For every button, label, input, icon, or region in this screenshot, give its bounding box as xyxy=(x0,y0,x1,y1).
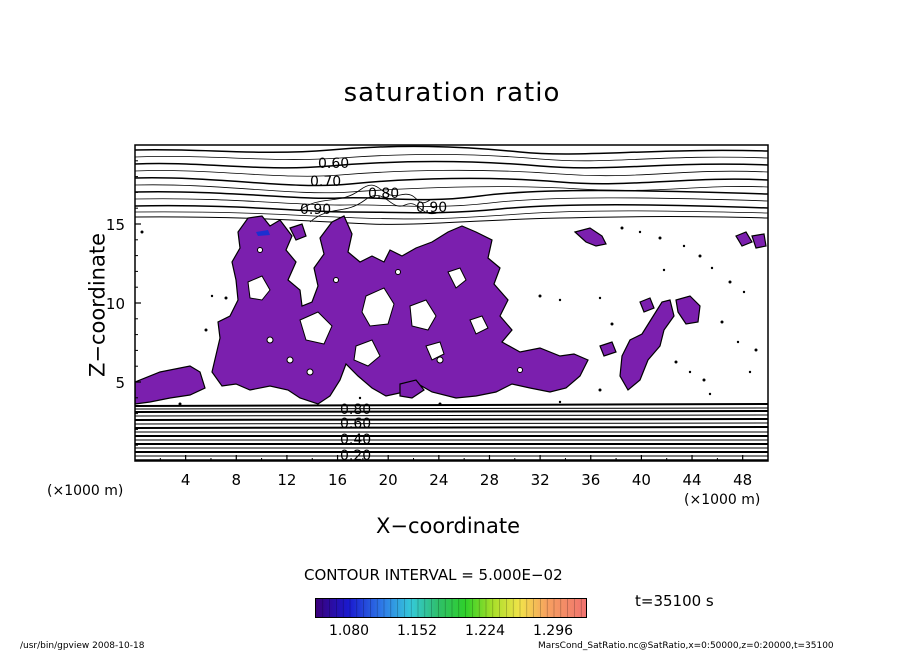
colorbar-tick-label: 1.080 xyxy=(328,623,370,639)
y-tick-label: 15 xyxy=(106,216,125,234)
colorbar-tick-label: 1.296 xyxy=(532,623,574,639)
x-tick-label: 40 xyxy=(632,471,651,489)
contour-value-label: 0.80 xyxy=(368,186,399,202)
contour-field: 0.600.700.800.900.900.800.600.400.20 xyxy=(135,145,768,464)
y-tick-label: 5 xyxy=(115,374,125,392)
contour-value-label: 0.20 xyxy=(340,448,371,464)
contour-value-label: 0.60 xyxy=(318,156,349,172)
contour-labels: 0.600.700.800.900.900.800.600.400.20 xyxy=(300,156,447,464)
footer-right: MarsCond_SatRatio.nc@SatRatio,x=0:50000,… xyxy=(538,641,834,651)
colorbar-tick-label: 1.152 xyxy=(396,623,438,639)
x-tick-label: 48 xyxy=(733,471,752,489)
x-tick-label: 20 xyxy=(379,471,398,489)
upper-contour-lines xyxy=(135,145,768,225)
contour-value-label: 0.60 xyxy=(340,416,371,432)
blue-streak xyxy=(256,230,270,236)
contour-value-label: 0.90 xyxy=(300,202,331,218)
x-unit-left: (×1000 m) xyxy=(47,483,124,499)
y-tick-label: 10 xyxy=(106,295,125,313)
x-tick-label: 36 xyxy=(581,471,600,489)
supersaturated-region xyxy=(135,215,767,405)
time-label: t=35100 s xyxy=(635,592,714,610)
colorbar-gradient xyxy=(316,599,586,617)
contour-value-label: 0.90 xyxy=(416,200,447,216)
colorbar xyxy=(315,598,587,618)
lower-contour-lines xyxy=(135,403,768,461)
x-tick-label: 16 xyxy=(328,471,347,489)
y-axis-label: Z−coordinate xyxy=(85,233,110,377)
x-axis: 4 8 12 16 20 24 28 32 36 40 44 48 xyxy=(159,455,752,489)
unsaturated-patches xyxy=(247,247,523,376)
x-tick-label: 12 xyxy=(277,471,296,489)
x-tick-label: 24 xyxy=(429,471,448,489)
x-tick-label: 4 xyxy=(181,471,191,489)
colorbar-dividers xyxy=(322,599,582,617)
x-tick-label: 44 xyxy=(682,471,701,489)
chart-title: saturation ratio xyxy=(343,78,561,108)
x-tick-label: 8 xyxy=(232,471,242,489)
x-tick-label: 32 xyxy=(531,471,550,489)
colorbar-tick-label: 1.224 xyxy=(464,623,506,639)
contour-value-label: 0.40 xyxy=(340,432,371,448)
contour-value-label: 0.70 xyxy=(310,174,341,190)
y-axis: 5 10 15 xyxy=(106,160,141,446)
footer-left: /usr/bin/gpview 2008-10-18 xyxy=(20,641,145,651)
contour-interval-label: CONTOUR INTERVAL = 5.000E−02 xyxy=(304,566,563,584)
contour-value-label: 0.80 xyxy=(340,402,371,418)
x-tick-label: 28 xyxy=(480,471,499,489)
speckles xyxy=(140,226,758,406)
x-unit-right: (×1000 m) xyxy=(684,492,761,508)
x-axis-label: X−coordinate xyxy=(376,514,520,538)
